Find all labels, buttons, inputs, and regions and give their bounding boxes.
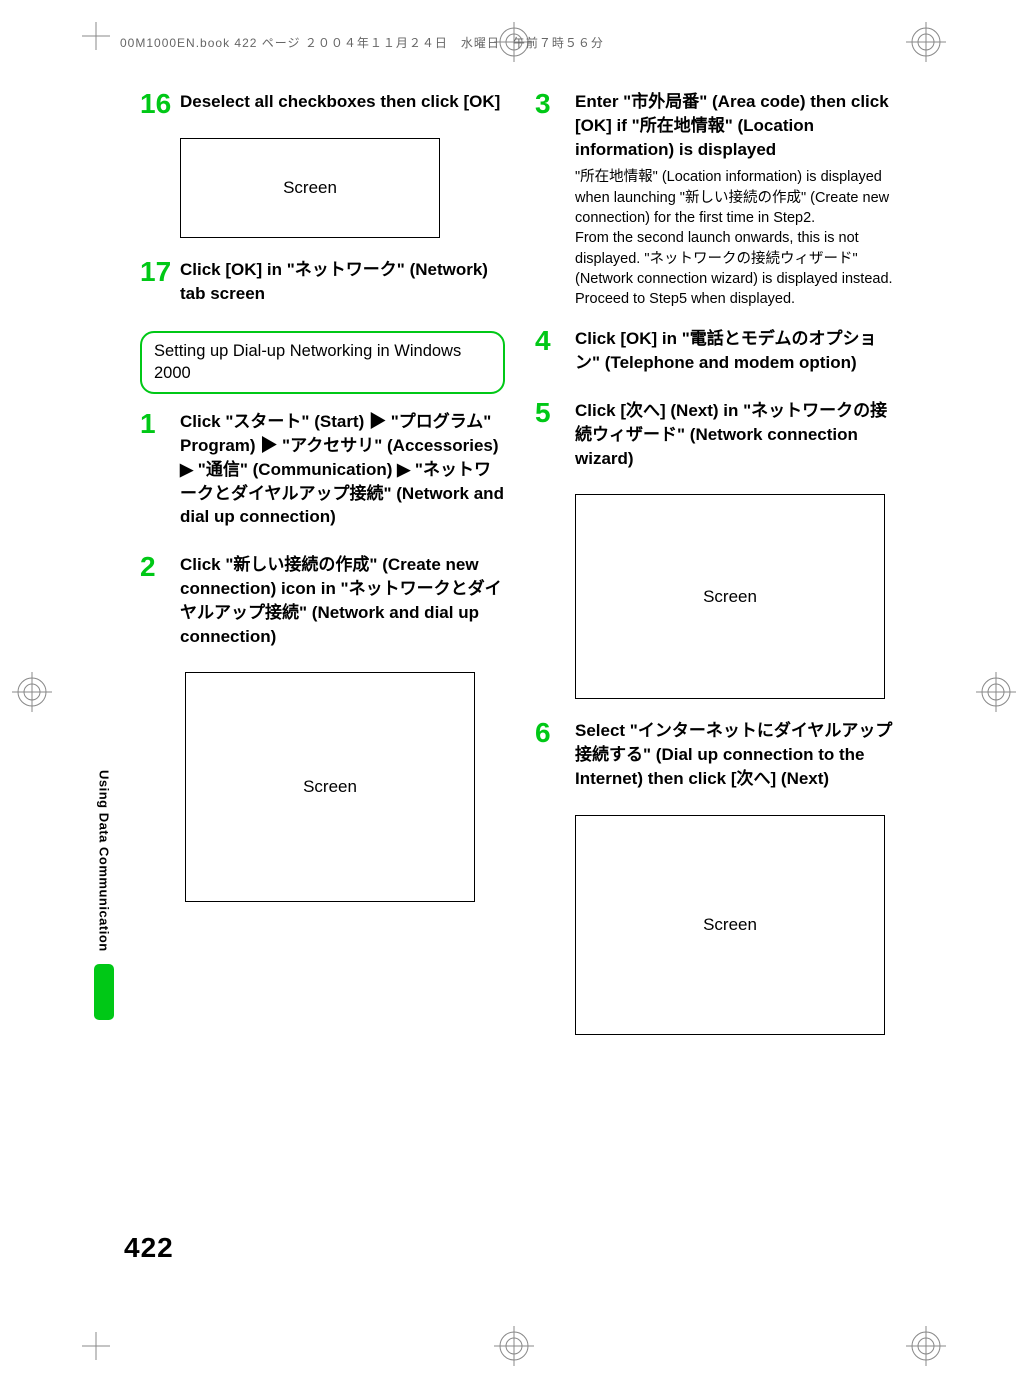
side-tab: Using Data Communication	[94, 770, 114, 1020]
reg-mark-icon	[12, 672, 52, 712]
step-number: 1	[140, 410, 180, 535]
side-label: Using Data Communication	[97, 770, 112, 952]
step-number: 16	[140, 90, 180, 120]
step-1: 1 Click "スタート" (Start) ▶ "プログラム" Program…	[140, 410, 505, 535]
left-column: 16 Deselect all checkboxes then click [O…	[140, 90, 505, 1055]
step-title: Click [OK] in "電話とモデムのオプション" (Telephone …	[575, 327, 900, 375]
step-number: 2	[140, 553, 180, 654]
doc-header: 00M1000EN.book 422 ページ ２００４年１１月２４日 水曜日 午…	[120, 34, 604, 51]
step-6: 6 Select "インターネットにダイヤルアップ接続する" (Dial up …	[535, 719, 900, 796]
step-title: Deselect all checkboxes then click [OK]	[180, 90, 505, 114]
screen-placeholder: Screen	[575, 494, 885, 699]
reg-mark-icon	[494, 1326, 534, 1366]
side-pill	[94, 964, 114, 1020]
step-number: 5	[535, 399, 575, 476]
step-2: 2 Click "新しい接続の作成" (Create new connectio…	[140, 553, 505, 654]
crop-mark-icon	[82, 1332, 110, 1360]
step-title: Click "新しい接続の作成" (Create new connection)…	[180, 553, 505, 648]
main-content: 16 Deselect all checkboxes then click [O…	[140, 90, 900, 1055]
section-heading: Setting up Dial-up Networking in Windows…	[140, 331, 505, 394]
step-description: "所在地情報" (Location information) is displa…	[575, 167, 900, 309]
step-title: Click [OK] in "ネットワーク" (Network) tab scr…	[180, 258, 505, 306]
reg-mark-icon	[906, 1326, 946, 1366]
step-number: 6	[535, 719, 575, 796]
reg-mark-icon	[906, 22, 946, 62]
step-number: 17	[140, 258, 180, 312]
step-title: Click [次へ] (Next) in "ネットワークの接続ウィザード" (N…	[575, 399, 900, 470]
step-5: 5 Click [次へ] (Next) in "ネットワークの接続ウィザード" …	[535, 399, 900, 476]
step-title: Select "インターネットにダイヤルアップ接続する" (Dial up co…	[575, 719, 900, 790]
crop-mark-icon	[82, 22, 110, 50]
step-number: 3	[535, 90, 575, 309]
screen-placeholder: Screen	[185, 672, 475, 902]
screen-placeholder: Screen	[180, 138, 440, 238]
step-17: 17 Click [OK] in "ネットワーク" (Network) tab …	[140, 258, 505, 312]
step-title: Enter "市外局番" (Area code) then click [OK]…	[575, 90, 900, 161]
page-number: 422	[124, 1232, 174, 1264]
step-4: 4 Click [OK] in "電話とモデムのオプション" (Telephon…	[535, 327, 900, 381]
step-3: 3 Enter "市外局番" (Area code) then click [O…	[535, 90, 900, 309]
step-16: 16 Deselect all checkboxes then click [O…	[140, 90, 505, 120]
screen-placeholder: Screen	[575, 815, 885, 1035]
step-number: 4	[535, 327, 575, 381]
right-column: 3 Enter "市外局番" (Area code) then click [O…	[535, 90, 900, 1055]
reg-mark-icon	[976, 672, 1016, 712]
step-title: Click "スタート" (Start) ▶ "プログラム" Program) …	[180, 410, 505, 529]
